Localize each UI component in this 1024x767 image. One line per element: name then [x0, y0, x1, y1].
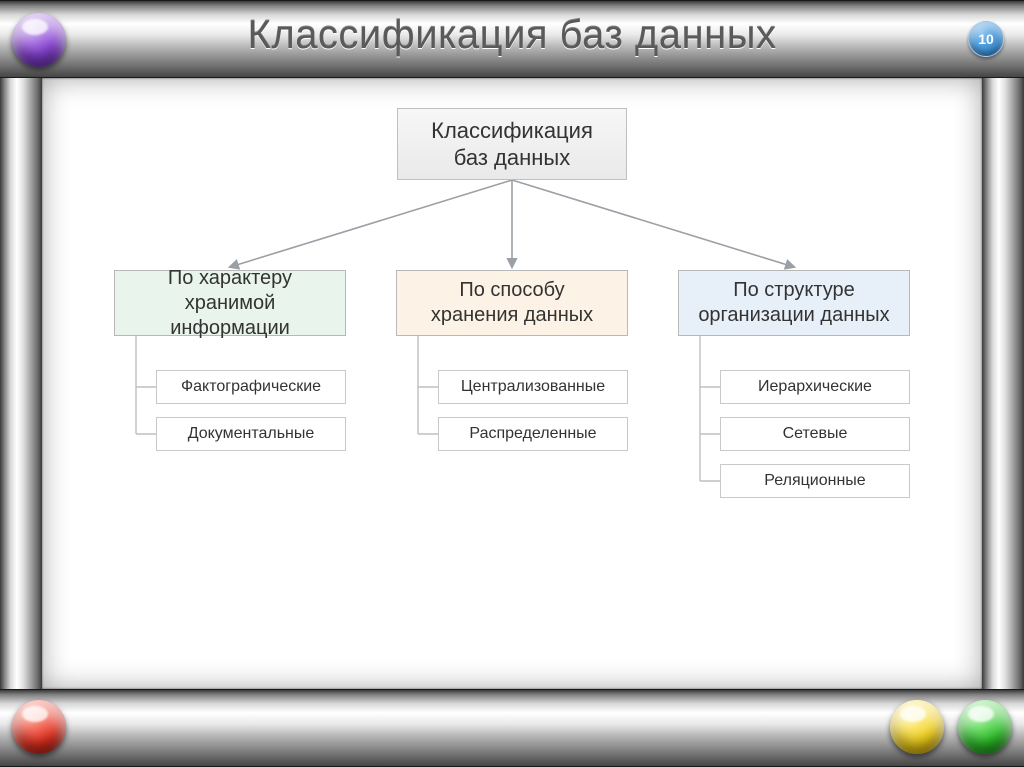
leaf-label: Распределенные: [469, 424, 596, 444]
orb-purple: [12, 13, 66, 67]
slide-number-badge: 10: [968, 21, 1004, 57]
category-line2: хранимой информации: [170, 292, 290, 339]
root-line2: баз данных: [454, 145, 570, 170]
category-by-storage: По способу хранения данных: [396, 270, 628, 336]
leaf-node: Иерархические: [720, 370, 910, 404]
category-line2: хранения данных: [431, 304, 593, 326]
content-stage: Классификациябаз данных По характеру храни…: [42, 78, 982, 689]
root-line1: Классификация: [431, 118, 593, 143]
category-by-info-nature: По характеру хранимой информации: [114, 270, 346, 336]
orb-yellow: [890, 700, 944, 754]
frame-bottom-bar: [0, 689, 1024, 767]
leaf-node: Фактографические: [156, 370, 346, 404]
orb-red: [12, 700, 66, 754]
leaf-node: Централизованные: [438, 370, 628, 404]
leaf-node: Документальные: [156, 417, 346, 451]
frame-top-bar: Классификация баз данных 10: [0, 0, 1024, 78]
leaf-label: Централизованные: [461, 377, 605, 397]
orb-green: [958, 700, 1012, 754]
leaf-label: Сетевые: [783, 424, 848, 444]
leaf-label: Реляционные: [764, 471, 865, 491]
root-node: Классификациябаз данных: [397, 108, 627, 180]
leaf-node: Распределенные: [438, 417, 628, 451]
leaf-node: Сетевые: [720, 417, 910, 451]
leaf-label: Иерархические: [758, 377, 872, 397]
leaf-label: Документальные: [188, 424, 315, 444]
category-line1: По характеру: [168, 267, 292, 289]
frame-left-rail: [0, 78, 42, 689]
leaf-label: Фактографические: [181, 377, 321, 397]
diagram-canvas: Классификациябаз данных По характеру храни…: [42, 78, 982, 689]
frame-right-rail: [982, 78, 1024, 689]
slide-title: Классификация баз данных: [0, 13, 1024, 58]
category-line2: организации данных: [698, 304, 889, 326]
leaf-node: Реляционные: [720, 464, 910, 498]
category-line1: По способу: [459, 279, 564, 301]
category-line1: По структуре: [733, 279, 855, 301]
category-by-structure: По структуре организации данных: [678, 270, 910, 336]
